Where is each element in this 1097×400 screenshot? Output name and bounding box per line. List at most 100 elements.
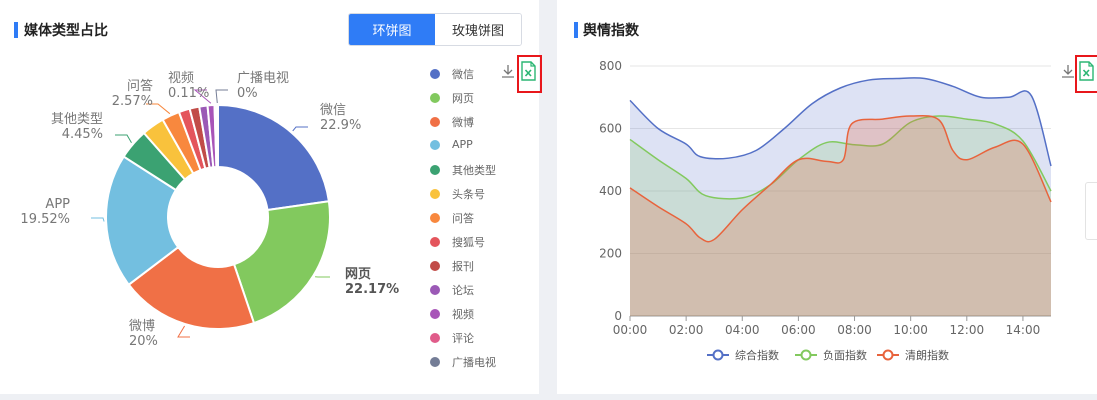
excel-highlight-box bbox=[517, 55, 542, 93]
slice-label-10-1: 0.11% bbox=[168, 86, 209, 101]
y-tick-label-0: 0 bbox=[614, 309, 622, 323]
y-tick-label-4: 800 bbox=[599, 59, 622, 73]
slice-label-3-1: 19.52% bbox=[20, 212, 70, 227]
label-line-12 bbox=[215, 89, 228, 104]
x-tick-label-7: 14:00 bbox=[1006, 323, 1041, 337]
media-type-panel: 媒体类型占比 环饼图 玫瑰饼图 微信 22.9% 网页 22.17% 微博 20% APP 1… bbox=[0, 0, 542, 394]
chart-type-toggle: 环饼图 玫瑰饼图 bbox=[348, 13, 522, 46]
tab-rose-pie[interactable]: 玫瑰饼图 bbox=[435, 14, 521, 45]
pie-slice-12[interactable] bbox=[215, 103, 219, 169]
excel-export-icon[interactable] bbox=[1079, 61, 1094, 81]
sentiment-index-panel: 舆情指数 0 200 400 600 800 00:00 02:00 04:00 06:00 08… bbox=[557, 0, 1097, 394]
legend-dot bbox=[430, 117, 440, 127]
legend-item-10[interactable]: 视频 bbox=[430, 306, 474, 322]
panel-title: 媒体类型占比 bbox=[24, 23, 108, 39]
slice-label-0-0: 微信 bbox=[320, 103, 346, 118]
legend-label-0[interactable]: 综合指数 bbox=[735, 348, 779, 362]
series-area-2 bbox=[630, 115, 1051, 317]
x-tick-label-4: 08:00 bbox=[837, 323, 872, 337]
pie-slice-1[interactable] bbox=[233, 200, 331, 325]
series-area-0 bbox=[630, 77, 1051, 316]
legend-dot bbox=[430, 213, 440, 223]
slice-label-12-0: 广播电视 bbox=[237, 71, 289, 86]
legend-label-2[interactable]: 清朗指数 bbox=[905, 348, 949, 362]
x-tick-label-5: 10:00 bbox=[893, 323, 928, 337]
label-line-0 bbox=[292, 126, 308, 132]
series-line-0[interactable] bbox=[629, 77, 1052, 167]
excel-export-icon[interactable] bbox=[521, 61, 536, 81]
legend-item-1[interactable]: 网页 bbox=[430, 90, 474, 106]
legend-dot bbox=[430, 285, 440, 295]
legend-marker-2[interactable] bbox=[882, 349, 894, 361]
legend-label: 微博 bbox=[452, 116, 474, 129]
x-tick-label-6: 12:00 bbox=[950, 323, 985, 337]
label-line-3 bbox=[91, 217, 105, 222]
legend-item-12[interactable]: 广播电视 bbox=[430, 354, 496, 370]
y-tick-label-3: 600 bbox=[599, 122, 622, 136]
series-line-2[interactable] bbox=[629, 114, 1052, 243]
legend-label: 其他类型 bbox=[452, 164, 496, 177]
slice-label-2-0: 微博 bbox=[129, 319, 155, 334]
pie-slice-3[interactable] bbox=[105, 155, 180, 286]
pie-slice-0[interactable] bbox=[217, 104, 330, 211]
slice-label-6-1: 2.57% bbox=[112, 94, 153, 109]
legend-label: 问答 bbox=[452, 212, 474, 225]
legend-dot bbox=[430, 309, 440, 319]
label-line-6 bbox=[146, 103, 171, 115]
legend-dot bbox=[430, 69, 440, 79]
slice-label-10-0: 视频 bbox=[168, 71, 194, 86]
legend-label: 报刊 bbox=[452, 260, 474, 273]
series-line-1[interactable] bbox=[629, 115, 1052, 200]
legend-item-7[interactable]: 搜狐号 bbox=[430, 234, 485, 250]
legend-item-8[interactable]: 报刊 bbox=[430, 258, 474, 274]
slice-label-12-1: 0% bbox=[237, 86, 258, 101]
legend-label: APP bbox=[452, 138, 473, 151]
legend-item-5[interactable]: 头条号 bbox=[430, 186, 485, 202]
tooltip-fragment bbox=[1085, 182, 1097, 240]
legend-dot bbox=[430, 357, 440, 367]
pie-slice-2[interactable] bbox=[127, 246, 255, 330]
series-area-1 bbox=[630, 115, 1051, 317]
legend-item-6[interactable]: 问答 bbox=[430, 210, 474, 226]
legend-item-9[interactable]: 论坛 bbox=[430, 282, 474, 298]
x-tick-label-0: 00:00 bbox=[613, 323, 648, 337]
slice-label-1-0: 网页 bbox=[345, 267, 371, 282]
legend-label: 视频 bbox=[452, 308, 474, 321]
title-accent-bar bbox=[14, 22, 18, 38]
legend-label: 头条号 bbox=[452, 188, 485, 201]
legend-label: 搜狐号 bbox=[452, 236, 485, 249]
legend-item-2[interactable]: 微博 bbox=[430, 114, 474, 130]
title-accent-bar bbox=[574, 22, 578, 38]
panel-title: 舆情指数 bbox=[583, 23, 639, 39]
legend-dot bbox=[430, 237, 440, 247]
legend-label-1[interactable]: 负面指数 bbox=[823, 348, 867, 362]
legend-label: 微信 bbox=[452, 68, 474, 81]
sentiment-area-chart: 0 200 400 600 800 00:00 02:00 04:00 06:00 08:00 10… bbox=[599, 59, 1052, 362]
slice-label-4-0: 其他类型 bbox=[51, 112, 103, 127]
download-icon[interactable] bbox=[1060, 63, 1076, 79]
download-icon[interactable] bbox=[500, 63, 516, 79]
legend-label: 评论 bbox=[452, 332, 474, 345]
y-tick-label-2: 400 bbox=[599, 184, 622, 198]
label-line-10 bbox=[193, 89, 212, 104]
slice-label-2-1: 20% bbox=[129, 334, 158, 349]
slice-label-6-0: 问答 bbox=[127, 78, 153, 94]
legend-item-0[interactable]: 微信 bbox=[430, 66, 474, 82]
slice-label-4-1: 4.45% bbox=[62, 127, 103, 142]
legend-item-3[interactable]: APP bbox=[430, 138, 473, 151]
legend-dot bbox=[430, 93, 440, 103]
y-tick-label-1: 200 bbox=[599, 247, 622, 261]
legend-label: 广播电视 bbox=[452, 356, 496, 369]
excel-highlight-box bbox=[1075, 55, 1097, 93]
tab-ring-pie[interactable]: 环饼图 bbox=[349, 14, 435, 45]
legend-dot bbox=[430, 165, 440, 175]
legend-marker-1[interactable] bbox=[800, 349, 812, 361]
legend-label: 论坛 bbox=[452, 284, 474, 297]
x-tick-label-3: 06:00 bbox=[781, 323, 816, 337]
slice-label-3-0: APP bbox=[45, 197, 70, 212]
legend-marker-0[interactable] bbox=[712, 349, 724, 361]
legend-dot bbox=[430, 189, 440, 199]
legend-item-4[interactable]: 其他类型 bbox=[430, 162, 496, 178]
legend-item-11[interactable]: 评论 bbox=[430, 330, 474, 346]
legend-dot bbox=[430, 139, 440, 150]
